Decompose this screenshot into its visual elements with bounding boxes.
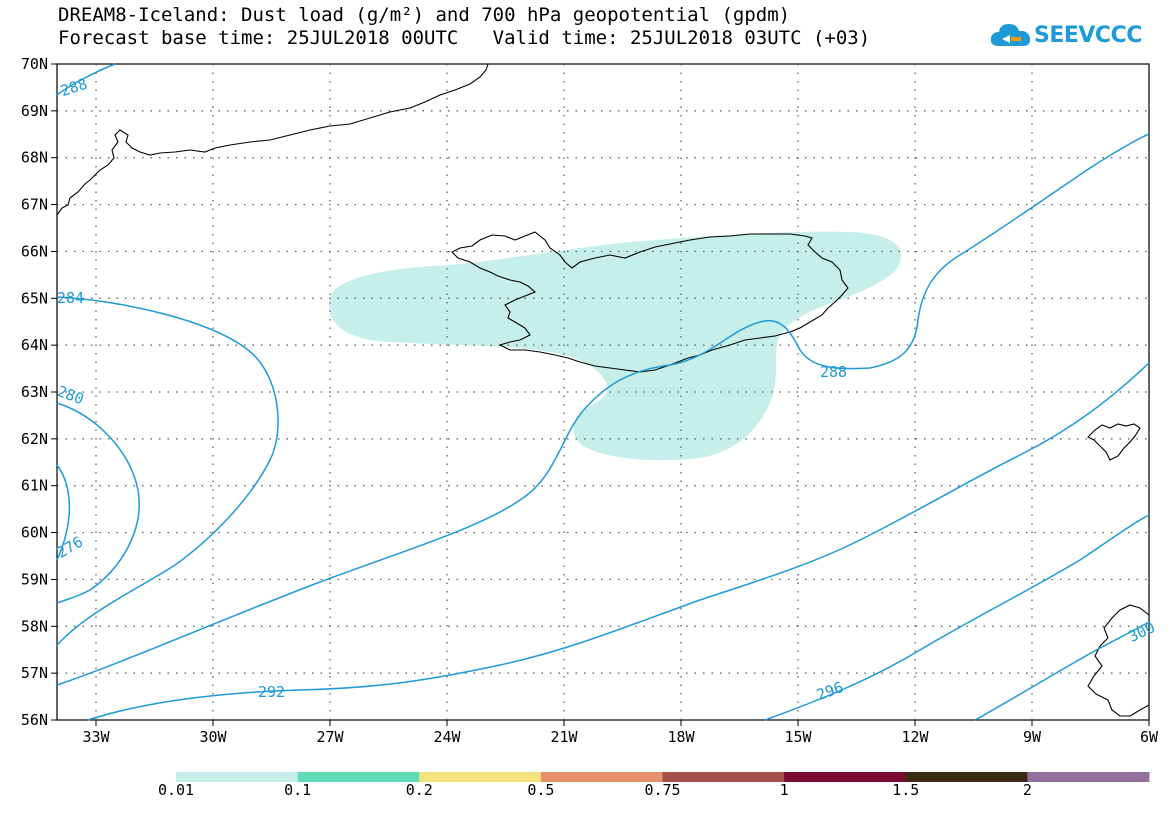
lat-tick-label: 65N [21, 289, 48, 307]
contour-label-292: 292 [258, 683, 285, 701]
latitude-labels: 56N 57N 58N 59N 60N 61N 62N 63N 64N 65N 66N 67N 68N 6… [21, 55, 48, 729]
seevccc-logo: SEEVCCC [990, 20, 1142, 50]
lat-tick-label: 62N [21, 430, 48, 448]
chart-title: DREAM8-Iceland: Dust load (g/m²) and 700… [58, 4, 791, 26]
colorbar-bin [1027, 772, 1150, 782]
colorbar-label: 0.5 [527, 781, 555, 799]
colorbar-label: 2 [1022, 781, 1032, 799]
contour-label-284: 284 [57, 289, 84, 307]
faroe-coast [1087, 423, 1141, 461]
contour-line-276 [56, 464, 71, 561]
lat-tick-label: 58N [21, 617, 48, 635]
colorbar-label: 0.2 [405, 781, 433, 799]
lat-tick-label: 60N [21, 524, 48, 542]
lon-tick-label: 33W [82, 728, 110, 746]
contour-label-288-main: 288 [820, 363, 847, 381]
lat-tick-label: 56N [21, 711, 48, 729]
axis-ticks [51, 63, 1150, 726]
colorbar [176, 772, 1150, 782]
longitude-labels: 33W 30W 27W 24W 21W 18W 15W 12W 9W 6W [82, 728, 1159, 746]
contour-label-288-nw: 288 [58, 75, 89, 100]
lon-tick-label: 24W [433, 728, 461, 746]
greenland-coast [56, 63, 489, 216]
coastlines [56, 63, 1150, 717]
colorbar-bin [176, 772, 299, 782]
contour-label-300: 300 [1126, 618, 1158, 646]
lat-tick-label: 57N [21, 664, 48, 682]
lat-tick-label: 68N [21, 149, 48, 167]
geopotential-contours [56, 63, 1150, 721]
cloud-icon [990, 24, 1031, 46]
lon-tick-label: 30W [199, 728, 227, 746]
scotland-coast [1087, 604, 1150, 717]
lon-tick-label: 9W [1023, 728, 1042, 746]
lat-tick-label: 61N [21, 477, 48, 495]
colorbar-bin [297, 772, 420, 782]
dust-area [329, 231, 902, 461]
contour-line-288-main [56, 133, 1150, 686]
lon-tick-label: 27W [316, 728, 344, 746]
contour-line-292 [87, 362, 1150, 721]
contour-line-296 [764, 514, 1150, 721]
logo-text: SEEVCCC [1034, 22, 1142, 48]
colorbar-label: 0.1 [284, 781, 312, 799]
colorbar-bin [905, 772, 1028, 782]
lon-tick-label: 15W [784, 728, 812, 746]
colorbar-label: 0.01 [157, 781, 195, 799]
dust-load-layer [329, 231, 902, 461]
colorbar-bin [419, 772, 542, 782]
lon-tick-label: 18W [667, 728, 695, 746]
contour-line-288-nw [56, 63, 116, 96]
lat-tick-label: 70N [21, 55, 48, 73]
colorbar-label: 1.5 [892, 781, 920, 799]
colorbar-bin [540, 772, 663, 782]
colorbar-bin [784, 772, 907, 782]
colorbar-label: 0.75 [644, 781, 681, 799]
contour-label-296: 296 [814, 678, 846, 704]
colorbar-label: 1 [779, 781, 789, 799]
graticule [57, 64, 1149, 720]
chart-subtitle: Forecast base time: 25JUL2018 00UTC Vali… [58, 27, 871, 49]
colorbar-bin [662, 772, 785, 782]
contour-line-280 [56, 402, 140, 604]
lat-tick-label: 67N [21, 196, 48, 214]
lat-tick-label: 66N [21, 242, 48, 260]
lat-tick-label: 63N [21, 383, 48, 401]
lon-tick-label: 6W [1140, 728, 1159, 746]
lat-tick-label: 59N [21, 570, 48, 588]
lon-tick-label: 12W [901, 728, 929, 746]
lat-tick-label: 64N [21, 336, 48, 354]
lat-tick-label: 69N [21, 102, 48, 120]
lon-tick-label: 21W [550, 728, 578, 746]
contour-line-300 [974, 621, 1150, 721]
contour-line-284 [56, 296, 279, 646]
